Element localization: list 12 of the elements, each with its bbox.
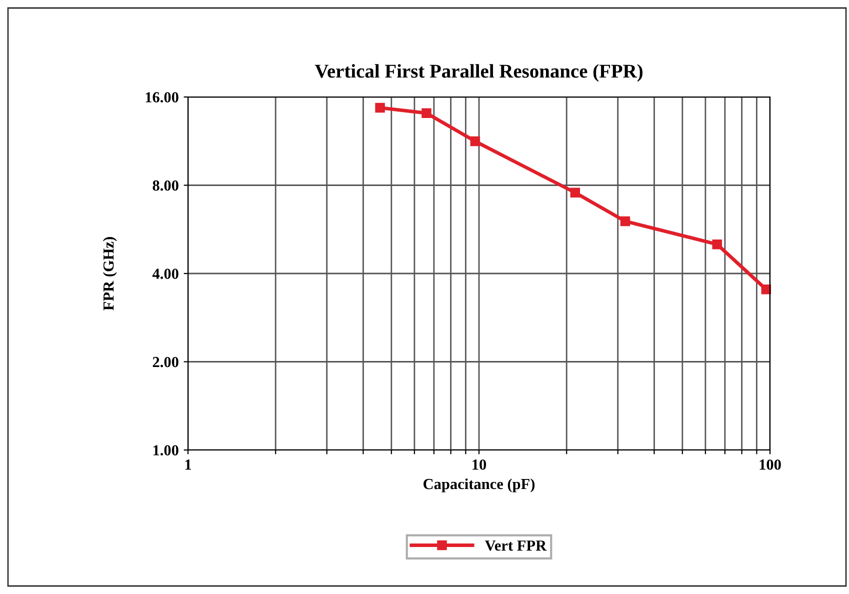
y-tick-label: 16.00 [146, 92, 178, 103]
y-tick-label: 8.00 [152, 180, 178, 191]
legend-label: Vert FPR [484, 540, 547, 551]
y-axis-title: FPR (GHz) [102, 237, 117, 310]
x-tick-label: 10 [472, 459, 486, 470]
y-tick-label: 4.00 [152, 268, 178, 280]
y-tick-label: 1.00 [153, 445, 178, 456]
x-tick-label: 100 [760, 459, 781, 470]
y-tick-label: 2.00 [152, 356, 178, 368]
x-tick-label: 1 [185, 460, 192, 470]
chart-title: Vertical First Parallel Resonance (FPR) [314, 64, 642, 82]
x-axis-title: Capacitance (pF) [424, 478, 535, 492]
